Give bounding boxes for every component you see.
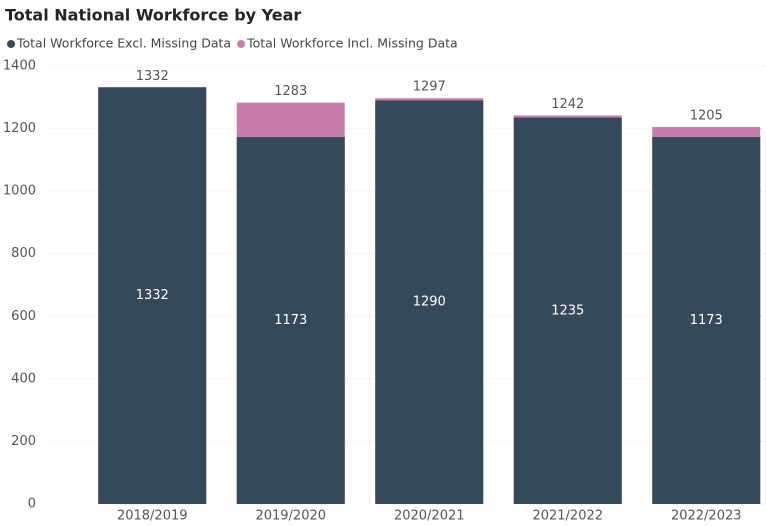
legend-marker [237,40,246,48]
x-tick-label: 2018/2019 [117,509,188,524]
y-tick-label: 800 [11,246,36,261]
legend-marker [7,40,15,48]
y-tick-label: 1000 [3,184,36,199]
y-tick-label: 1200 [3,121,36,136]
x-tick-label: 2019/2020 [255,509,326,524]
chart-title: Total National Workforce by Year [5,6,301,25]
bar [236,137,345,505]
data-label: 1297 [413,80,446,95]
y-tick-label: 600 [11,309,36,324]
y-tick-label: 200 [11,434,36,449]
legend-label: Total Workforce Incl. Missing Data [246,36,458,51]
data-label: 1205 [690,109,723,124]
data-label: 1332 [136,288,169,303]
data-label: 1290 [413,295,446,310]
y-tick-label: 0 [28,497,36,512]
bar [513,117,622,504]
bar [375,100,484,505]
data-label: 1173 [274,313,307,328]
bar [652,137,761,505]
x-tick-label: 2021/2022 [532,509,603,524]
bar [98,87,207,504]
data-label: 1283 [274,84,307,99]
data-label: 1173 [690,313,723,328]
y-tick-label: 1400 [3,59,36,74]
x-tick-label: 2022/2023 [671,509,742,524]
data-label: 1235 [551,303,584,318]
legend-label: Total Workforce Excl. Missing Data [16,36,231,51]
data-label: 1332 [136,69,169,84]
data-label: 1242 [551,97,584,112]
y-tick-label: 400 [11,371,36,386]
x-tick-label: 2020/2021 [394,509,465,524]
